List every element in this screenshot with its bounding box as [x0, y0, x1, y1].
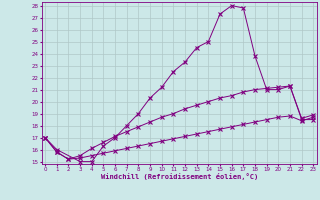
- X-axis label: Windchill (Refroidissement éolien,°C): Windchill (Refroidissement éolien,°C): [100, 173, 258, 180]
